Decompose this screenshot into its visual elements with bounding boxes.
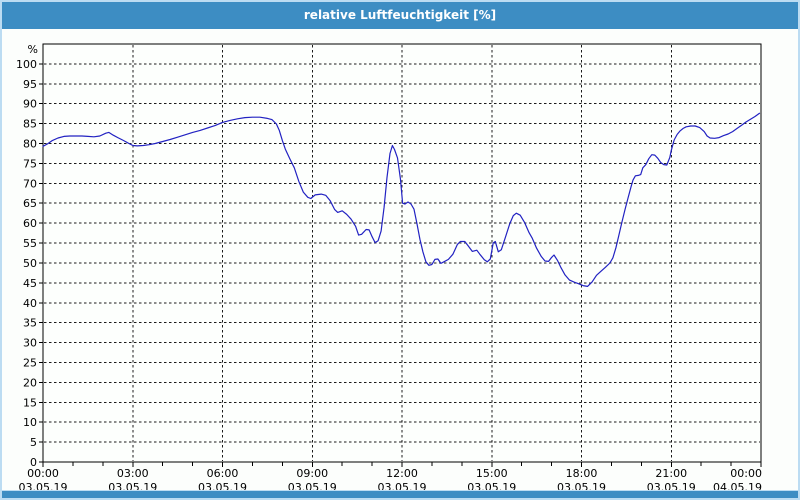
y-tick-label: 25 — [23, 356, 37, 369]
chart-title: relative Luftfeuchtigkeit [%] — [303, 8, 497, 22]
x-tick-time-label: 03:00 — [117, 467, 149, 480]
x-tick-time-label: 12:00 — [386, 467, 418, 480]
x-tick-time-label: 09:00 — [296, 467, 328, 480]
bottom-bar — [2, 490, 798, 498]
chart-title-bar: relative Luftfeuchtigkeit [%] — [2, 2, 798, 29]
x-tick-time-label: 21:00 — [655, 467, 687, 480]
axis-labels: 0 5 10 15 20 25 30 35 40 45 50 55 60 65 70 75 80 85 90 95 10… — [16, 43, 762, 494]
y-tick-label: 50 — [23, 257, 37, 270]
y-tick-label: 95 — [23, 78, 37, 91]
x-tick-time-label: 00:00 — [730, 467, 762, 480]
x-tick-time-label: 00:00 — [27, 467, 59, 480]
y-tick-label: 75 — [23, 157, 37, 170]
y-tick-label: 60 — [23, 217, 37, 230]
y-tick-label: 65 — [23, 197, 37, 210]
y-tick-label: 20 — [23, 376, 37, 389]
axis-ticks — [39, 63, 762, 467]
y-tick-label: 40 — [23, 297, 37, 310]
y-tick-label: 45 — [23, 277, 37, 290]
y-axis-unit-label: % — [28, 43, 38, 56]
y-tick-label: 15 — [23, 396, 37, 409]
y-tick-label: 85 — [23, 118, 37, 131]
y-tick-label: 35 — [23, 317, 37, 330]
y-tick-label: 100 — [16, 58, 37, 71]
gridlines — [44, 45, 760, 461]
y-tick-label: 90 — [23, 98, 37, 111]
x-tick-time-label: 18:00 — [566, 467, 598, 480]
y-tick-label: 10 — [23, 416, 37, 429]
y-tick-label: 55 — [23, 237, 37, 250]
plot-border — [42, 43, 762, 463]
plot-area — [43, 44, 761, 462]
y-tick-label: 80 — [23, 138, 37, 151]
series-line-relative-luftfeuchtigkeit- — [42, 112, 761, 287]
y-tick-label: 30 — [23, 337, 37, 350]
y-tick-label: 0 — [30, 456, 37, 469]
y-tick-label: 70 — [23, 177, 37, 190]
y-tick-label: 5 — [30, 436, 37, 449]
x-tick-time-label: 15:00 — [476, 467, 508, 480]
x-tick-time-label: 06:00 — [207, 467, 239, 480]
